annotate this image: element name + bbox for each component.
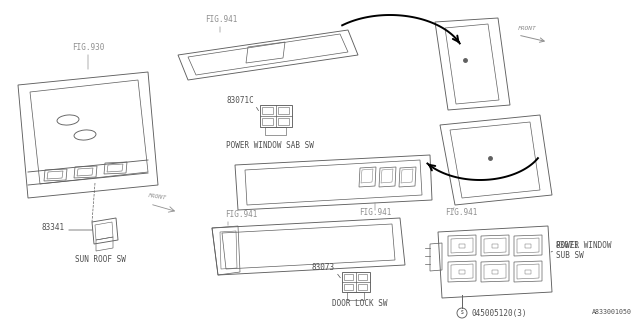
Text: 83341: 83341 (42, 223, 65, 232)
Text: FRONT: FRONT (148, 193, 167, 201)
Text: S: S (461, 310, 463, 316)
Text: FRONT: FRONT (518, 26, 537, 31)
Text: FIG.941: FIG.941 (225, 210, 257, 219)
Text: 83073: 83073 (312, 263, 335, 272)
Text: POWER WINDOW
SUB SW: POWER WINDOW SUB SW (556, 241, 611, 260)
Text: SUN ROOF SW: SUN ROOF SW (75, 255, 125, 264)
Text: FIG.941: FIG.941 (445, 208, 477, 217)
Text: 83071: 83071 (556, 241, 579, 250)
Text: POWER WINDOW SAB SW: POWER WINDOW SAB SW (226, 141, 314, 150)
Text: 83071C: 83071C (227, 96, 254, 105)
Text: 045005120(3): 045005120(3) (472, 309, 527, 318)
Text: FIG.930: FIG.930 (72, 43, 104, 52)
Text: A833001050: A833001050 (592, 309, 632, 315)
Text: FIG.941: FIG.941 (205, 15, 237, 24)
Text: DOOR LOCK SW: DOOR LOCK SW (332, 299, 388, 308)
Text: FIG.941: FIG.941 (359, 208, 391, 217)
